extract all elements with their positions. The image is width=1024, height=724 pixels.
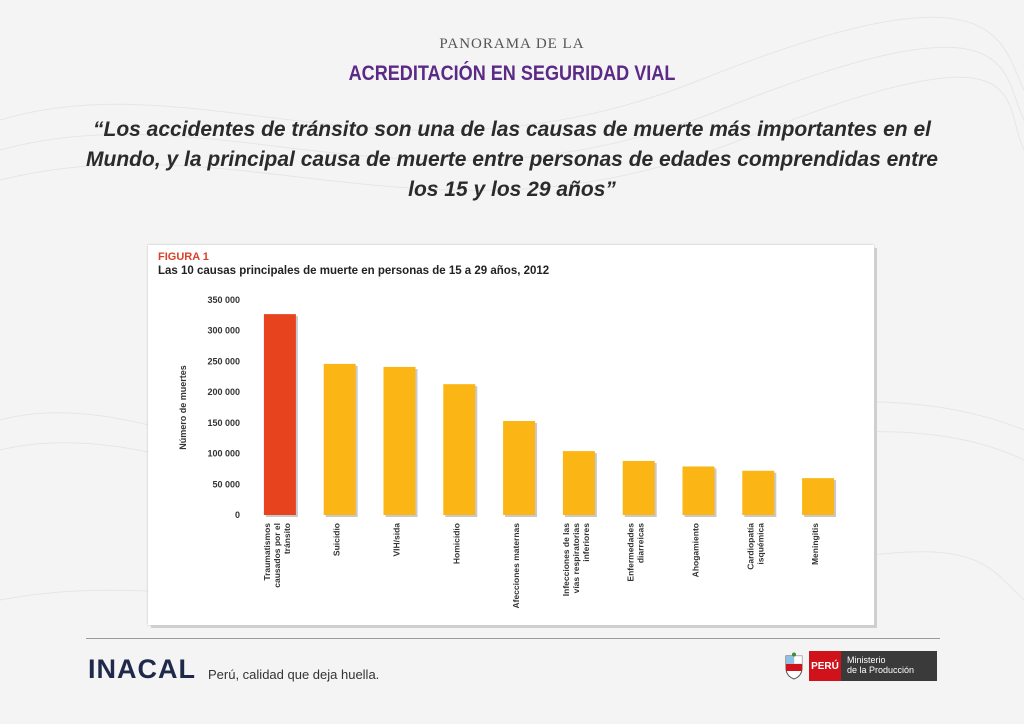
brand-tagline: Perú, calidad que deja huella. [208,667,380,682]
quote-text: “Los accidentes de tránsito son una de l… [86,118,938,201]
x-tick-label-line: Cardiopatía [745,523,755,570]
bar [443,384,476,515]
x-tick-label-line: Enfermedades [626,523,636,582]
bar [562,451,595,515]
government-logo: PERÚ Ministerio de la Producción [809,651,937,681]
bar [742,470,775,515]
x-tick-label-line: diarreicas [636,523,646,563]
x-tick-label: Enfermedadesdiarreicas [626,523,646,582]
x-tick-label-line: Homicidio [451,523,461,564]
y-tick-label: 200 000 [207,387,240,397]
bar [682,466,715,515]
x-tick-label: Ahogamiento [691,523,701,577]
peru-coat-of-arms-icon [785,652,803,680]
gov-country-label: PERÚ [809,651,841,681]
y-tick-label: 150 000 [207,418,240,428]
bar [383,366,416,515]
x-tick-label: VIH/sida [392,523,402,557]
x-tick-label-line: tránsito [282,523,292,554]
y-tick-label: 300 000 [207,326,240,336]
x-tick-label: Infecciones de lasvías respiratoriasinfe… [561,523,591,597]
page-kicker: PANORAMA DE LA [439,36,585,52]
x-tick-label-line: causados por el [272,523,282,588]
x-tick-label-line: Meningitis [810,523,820,565]
x-tick-label-line: vías respiratorias [571,523,581,594]
x-tick-label: Afecciones maternas [511,523,521,609]
page-title: ACREDITACIÓN EN SEGURIDAD VIAL [348,62,676,85]
y-tick-label: 50 000 [212,479,240,489]
y-tick-label: 350 000 [207,295,240,305]
bar [323,363,356,515]
y-tick-label: 0 [235,510,240,520]
x-tick-label: Traumatismoscausados por eltránsito [262,523,292,588]
figure-title: Las 10 causas principales de muerte en p… [158,265,550,277]
x-tick-label-line: Ahogamiento [691,523,701,577]
x-tick-label-line: Traumatismos [262,523,272,581]
bar [802,478,835,515]
bar [622,460,655,515]
x-tick-label: Meningitis [810,523,820,565]
y-tick-label: 250 000 [207,356,240,366]
y-axis-title: Número de muertes [178,365,188,450]
gov-ministry-label: Ministerio de la Producción [841,651,937,681]
bar [503,421,536,515]
x-tick-label-line: Suicidio [332,523,342,556]
figure-card: FIGURA 1 Las 10 causas principales de mu… [148,245,874,625]
x-tick-label-line: VIH/sida [392,523,402,557]
gov-ministry-line-1: Ministerio [847,655,886,665]
y-tick-label: 100 000 [207,449,240,459]
figure-label: FIGURA 1 [158,251,209,263]
bar [263,314,296,515]
x-tick-label-line: Infecciones de las [561,523,571,596]
gov-ministry-line-2: de la Producción [847,665,915,675]
x-tick-label: Homicidio [451,523,461,564]
x-tick-label-line: Afecciones maternas [511,523,521,609]
x-tick-label: Suicidio [332,523,342,556]
footer-divider [86,638,940,639]
x-tick-label: Cardiopatíaisquémica [745,523,765,570]
brand-logo: INACAL [88,654,196,684]
x-tick-label-line: isquémica [755,523,765,565]
x-tick-label-line: inferiores [581,523,591,562]
bar-chart: 0 50 000 100 000 150 000 200 000 250 000 300 0… [178,295,837,609]
